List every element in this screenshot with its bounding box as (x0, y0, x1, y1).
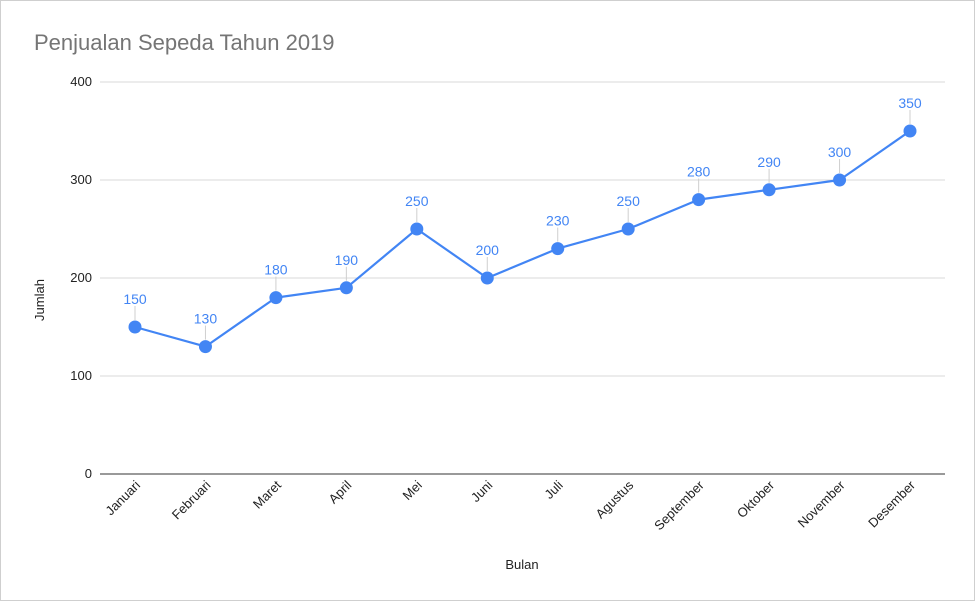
y-axis-label: Jumlah (32, 279, 47, 321)
data-label: 230 (546, 213, 570, 229)
x-tick-labels: Januari Februari Maret April Mei Juni Juli Agus… (102, 477, 918, 533)
data-label: 300 (828, 144, 852, 160)
y-tick-label: 300 (70, 172, 92, 187)
x-tick-label: Agustus (592, 477, 636, 521)
x-tick-label: November (795, 477, 848, 530)
data-point (339, 281, 353, 295)
x-tick-label: Maret (250, 477, 284, 511)
x-tick-label: Oktober (734, 477, 778, 521)
x-tick-label: April (325, 477, 354, 506)
y-tick-label: 400 (70, 74, 92, 89)
data-labels: 150 130 180 190 250 200 230 250 280 290 300 350 (123, 95, 922, 340)
data-point (762, 183, 776, 197)
series-polyline (134, 130, 911, 348)
data-label: 180 (264, 262, 288, 278)
data-point (269, 291, 283, 305)
data-point (128, 320, 142, 334)
data-points (128, 124, 917, 354)
x-tick-label: Juni (468, 477, 496, 505)
x-tick-label: Desember (865, 477, 918, 530)
data-point (692, 193, 706, 207)
data-label: 250 (405, 193, 429, 209)
y-tick-label: 0 (85, 466, 92, 481)
data-label: 200 (476, 242, 500, 258)
x-tick-label: September (651, 477, 707, 533)
y-tick-label: 100 (70, 368, 92, 383)
data-label: 190 (335, 252, 359, 268)
data-point (480, 271, 494, 285)
x-tick-label: Juli (541, 477, 565, 501)
data-label: 130 (194, 311, 218, 327)
data-label: 350 (898, 95, 922, 111)
data-point (551, 242, 565, 256)
x-axis-label: Bulan (505, 557, 538, 572)
data-label: 150 (123, 291, 147, 307)
data-label: 250 (617, 193, 641, 209)
data-point (621, 222, 635, 236)
series-line (134, 130, 911, 348)
chart-title: Penjualan Sepeda Tahun 2019 (34, 30, 335, 55)
data-point (833, 173, 847, 187)
data-point (410, 222, 424, 236)
x-tick-label: Januari (102, 477, 143, 518)
data-label: 280 (687, 164, 711, 180)
data-point (903, 124, 917, 138)
y-tick-label: 200 (70, 270, 92, 285)
x-tick-label: Mei (400, 477, 425, 502)
y-tick-labels: 0 100 200 300 400 (70, 74, 92, 481)
gridlines (100, 81, 945, 475)
x-tick-label: Februari (169, 477, 214, 522)
data-label: 290 (757, 154, 781, 170)
data-point (198, 340, 212, 354)
